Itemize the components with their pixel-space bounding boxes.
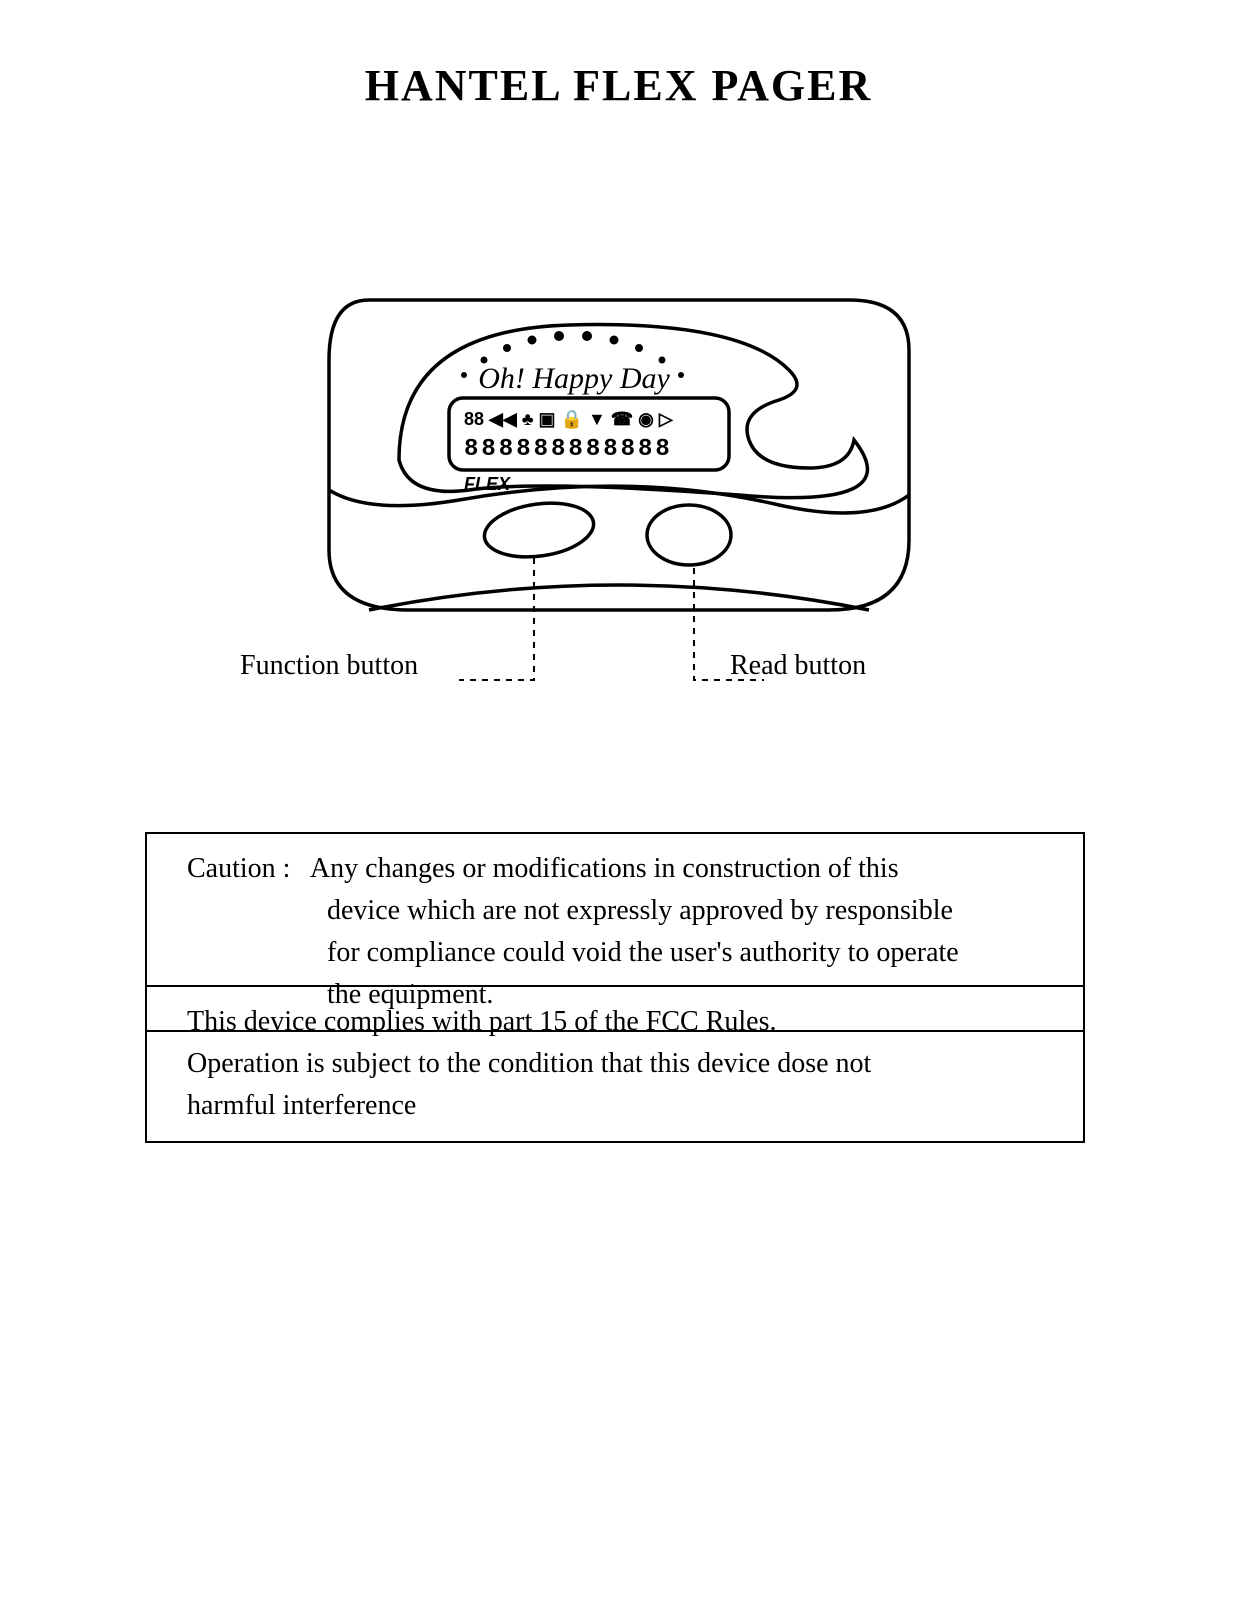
lcd-digits: 888888888888 <box>464 436 673 463</box>
caution-line3: for compliance could void the user's aut… <box>327 932 1063 974</box>
fcc-line1: This device complies with part 15 of the… <box>187 1001 1063 1043</box>
function-button-label: Function button <box>240 650 418 682</box>
lcd-icons: 88 ◀◀ ♣ ▣ 🔒 ▼ ☎ ◉ ▷ <box>464 409 674 429</box>
read-button-label: Read button <box>730 650 866 682</box>
fcc-line3: harmful interference <box>187 1085 1063 1127</box>
page-title: HANTEL FLEX PAGER <box>0 60 1237 111</box>
pager-slogan: Oh! Happy Day <box>478 362 670 395</box>
caution-line1: Any changes or modifications in construc… <box>310 853 899 884</box>
document-page: HANTEL FLEX PAGER <box>0 0 1237 1600</box>
caution-label: Caution : <box>187 853 290 884</box>
fcc-box: This device complies with part 15 of the… <box>145 985 1085 1143</box>
pager-brand: FLEX <box>464 474 511 494</box>
caution-line2: device which are not expressly approved … <box>327 890 1063 932</box>
fcc-line2: Operation is subject to the condition th… <box>187 1043 1063 1085</box>
